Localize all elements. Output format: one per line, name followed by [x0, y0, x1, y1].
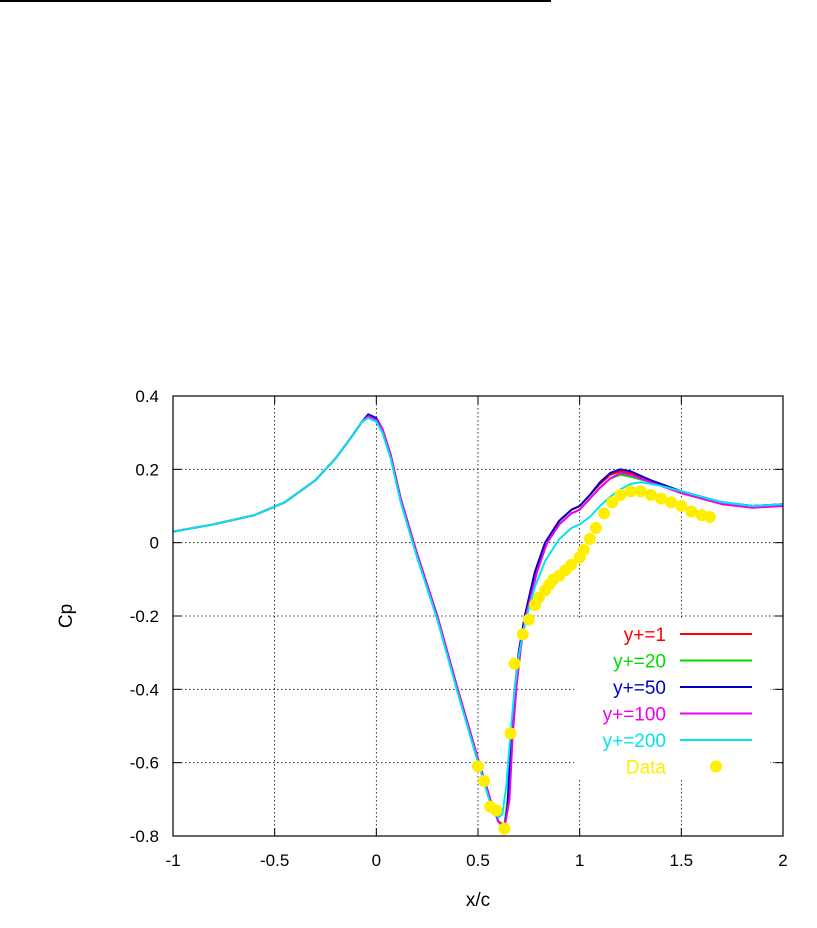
top-rule — [0, 0, 551, 2]
data-point — [589, 522, 602, 534]
y-tick-label: 0 — [150, 534, 159, 553]
data-point — [478, 775, 491, 787]
x-tick-label: 0 — [372, 851, 381, 870]
legend: y+=1 y+=20 y+=50 y+=100 y+=200 Data — [574, 618, 770, 780]
legend-swatch-data — [710, 760, 722, 773]
series-layer — [173, 413, 783, 835]
data-point — [522, 613, 535, 626]
y-tick-label: 0.4 — [135, 387, 159, 406]
data-point — [577, 544, 590, 556]
y-axis-label: Cp — [56, 604, 77, 628]
legend-label-y-50: y+=50 — [613, 678, 666, 699]
x-axis-label: x/c — [466, 890, 490, 911]
x-tick-label: 1.5 — [670, 851, 694, 870]
plot-frame — [172, 395, 784, 837]
data-point — [703, 511, 716, 523]
data-point — [516, 628, 529, 641]
data-point — [624, 485, 637, 498]
data-point — [675, 500, 688, 512]
x-tick-label: 1 — [575, 851, 584, 870]
y-tick-label: -0.4 — [130, 680, 159, 699]
legend-label-y-100: y+=100 — [603, 705, 666, 726]
legend-label-y-20: y+=20 — [613, 652, 666, 673]
data-point — [614, 489, 627, 501]
x-tick-label: 0.5 — [466, 851, 490, 870]
legend-label-data: Data — [626, 758, 667, 779]
data-point — [634, 485, 647, 498]
data-point — [565, 558, 578, 571]
data-point — [644, 489, 657, 501]
y-tick-label: -0.6 — [130, 754, 159, 773]
tick-labels: -1 -0.5 0 0.5 1 1.5 2 0.4 0.2 0 -0.2 -0.4 -0.6 -0.8 — [130, 387, 788, 870]
data-point — [685, 505, 698, 518]
series-line-y-200 — [173, 417, 783, 819]
data-point — [498, 822, 511, 835]
data-point — [472, 760, 484, 773]
legend-label-y-200: y+=200 — [603, 731, 666, 752]
y-tick-label: -0.8 — [130, 827, 159, 846]
data-point — [598, 507, 611, 520]
x-tick-label: -0.5 — [260, 851, 289, 870]
data-point — [504, 727, 517, 740]
data-point — [508, 657, 521, 670]
x-tick-label: -1 — [165, 851, 180, 870]
data-point — [655, 492, 667, 505]
data-point — [583, 533, 596, 545]
y-tick-label: -0.2 — [130, 607, 159, 626]
x-tick-label: 2 — [778, 851, 787, 870]
y-tick-label: 0.2 — [135, 460, 159, 479]
data-point — [665, 496, 678, 509]
data-point — [490, 804, 503, 817]
data-point — [606, 496, 619, 509]
legend-background — [574, 618, 770, 780]
legend-label-y-1: y+=1 — [624, 625, 666, 646]
